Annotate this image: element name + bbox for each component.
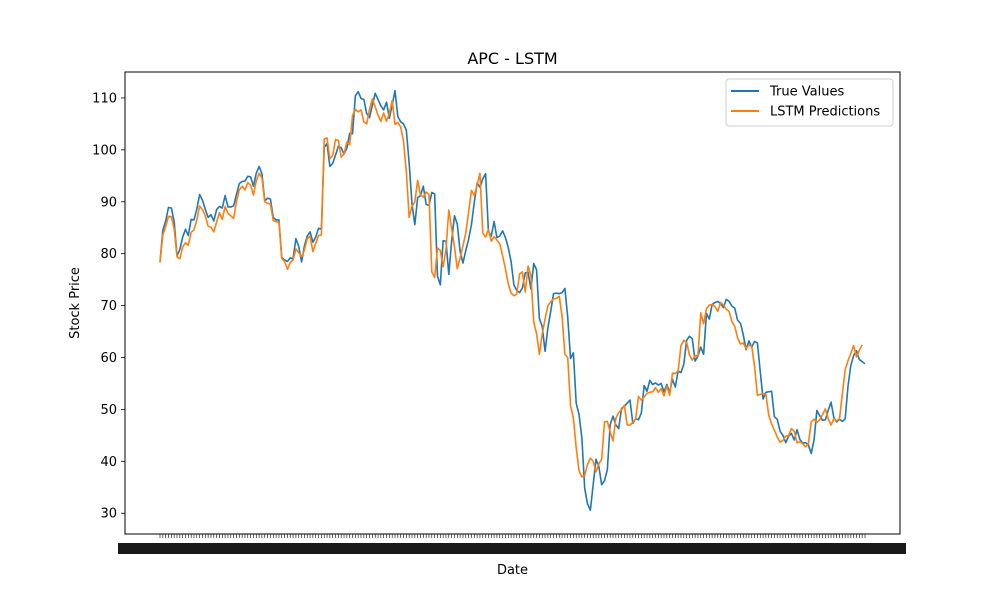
series-layer <box>159 89 866 511</box>
x-axis-ticks <box>118 534 906 554</box>
y-tick-label: 70 <box>100 299 117 314</box>
series-line-lstm-predictions <box>159 98 863 478</box>
y-tick-label: 50 <box>100 403 117 418</box>
y-tick-label: 60 <box>100 351 117 366</box>
plot-frame <box>124 71 901 535</box>
x-tick-labels-overlap <box>118 543 906 554</box>
y-tick-label: 80 <box>100 247 117 262</box>
x-axis-label: Date <box>497 563 528 578</box>
legend-label-true-values: True Values <box>769 85 844 100</box>
y-tick-label: 40 <box>100 455 117 470</box>
y-axis-label: Stock Price <box>68 267 83 339</box>
series-line-true-values <box>159 89 866 511</box>
y-axis-ticks: 30 40 50 60 70 80 90 100 110 <box>92 91 125 522</box>
legend-label-lstm-predictions: LSTM Predictions <box>770 105 880 120</box>
y-tick-label: 110 <box>92 91 117 106</box>
chart-title: APC - LSTM <box>467 49 557 68</box>
y-tick-label: 30 <box>100 507 117 522</box>
legend: True Values LSTM Predictions <box>725 78 894 127</box>
y-tick-label: 100 <box>92 143 117 158</box>
legend-box <box>725 78 894 127</box>
y-tick-label: 90 <box>100 195 117 210</box>
